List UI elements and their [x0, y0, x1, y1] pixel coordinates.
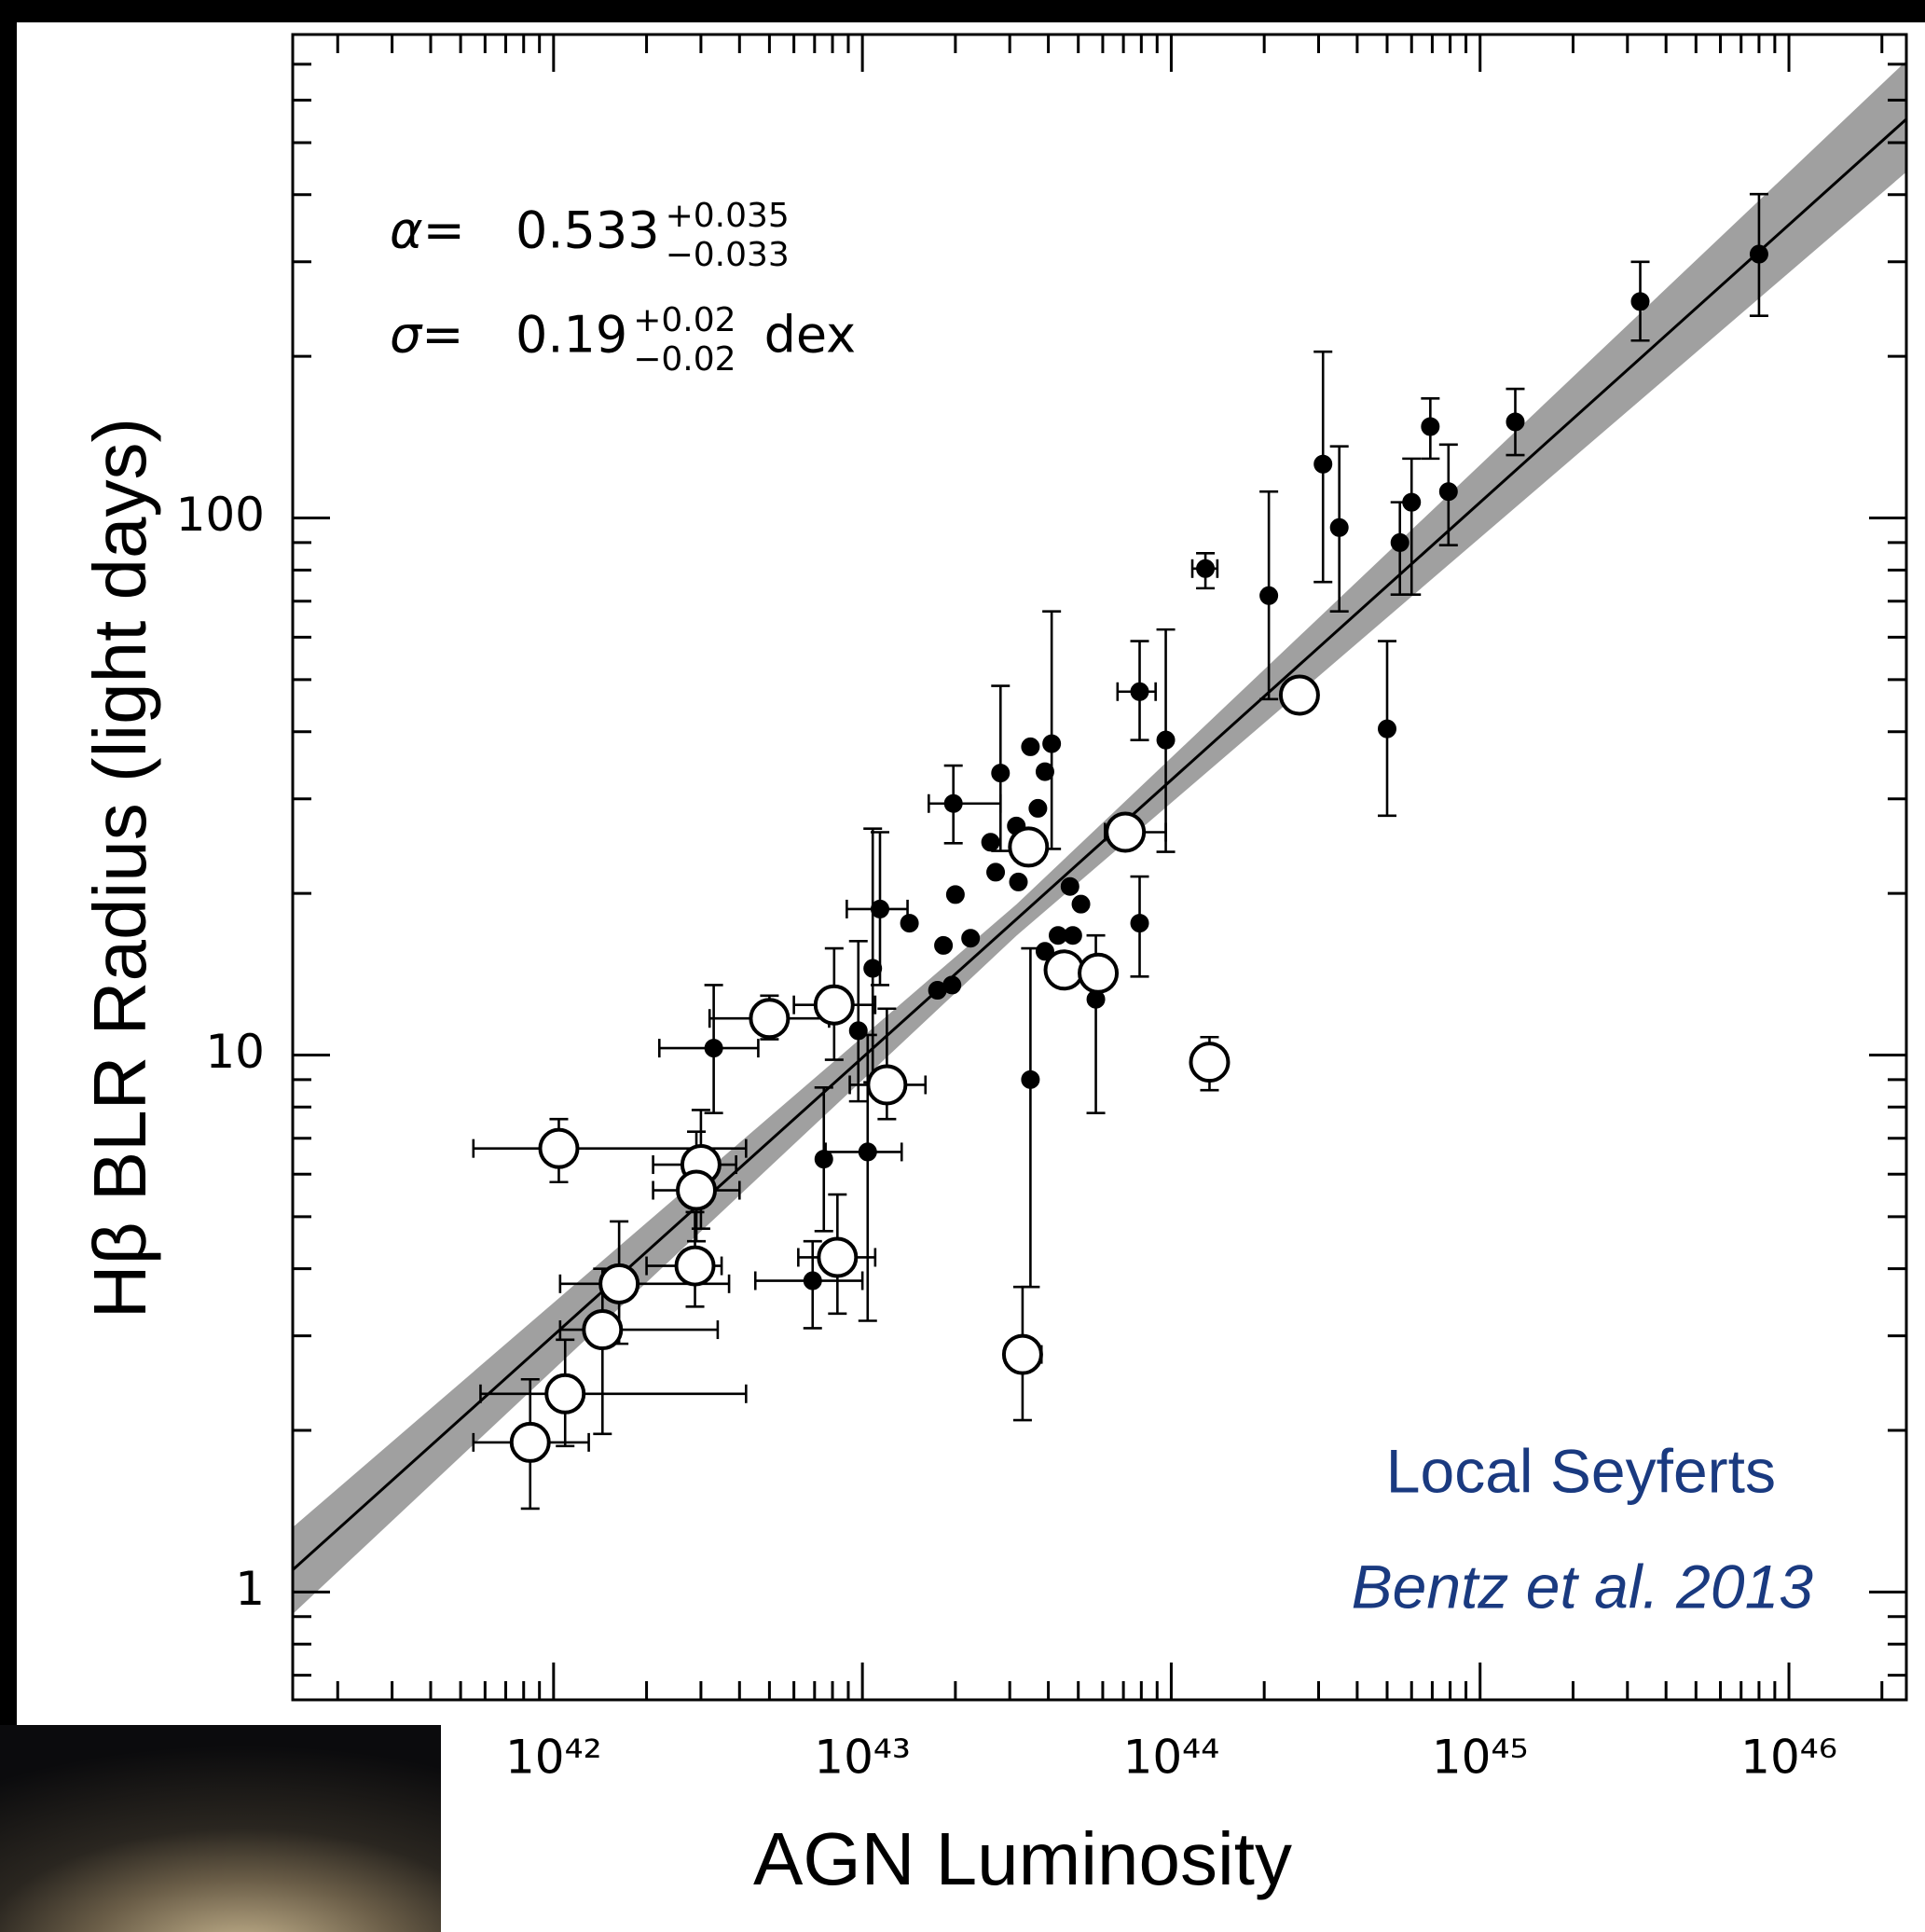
galaxy-photo [0, 1725, 441, 1932]
filled-point [1060, 876, 1079, 896]
filled-point [1042, 734, 1062, 753]
filled-point [1009, 872, 1028, 891]
filled-point [1749, 244, 1768, 264]
annotation-plus: +0.02 [633, 301, 736, 339]
open-point [544, 1373, 586, 1414]
filled-point [803, 1271, 822, 1290]
annotation-unit: dex [764, 306, 857, 365]
fit-line [293, 117, 1906, 1571]
filled-point [1021, 737, 1040, 756]
plot-frame [291, 33, 1908, 1702]
filled-point [1028, 798, 1048, 818]
filled-point [961, 929, 981, 948]
open-point [1001, 1333, 1043, 1375]
open-point [813, 984, 855, 1026]
filled-point [1329, 518, 1349, 537]
y-axis-title: Hβ BLR Radius (light days) [78, 418, 161, 1318]
filled-point [814, 1150, 833, 1169]
y-tick-label: 1 [235, 1562, 265, 1616]
sample-label: Local Seyferts [1386, 1436, 1776, 1505]
filled-point [991, 764, 1011, 783]
filled-point [1421, 417, 1440, 436]
open-point [1078, 952, 1120, 994]
x-tick-label: 10⁴⁵ [1432, 1731, 1529, 1785]
annotation-symbol: σ= [390, 306, 463, 365]
y-tick-label: 100 [176, 488, 265, 542]
filled-point [1130, 914, 1149, 933]
filled-point [704, 1039, 723, 1058]
filled-point [1071, 894, 1091, 914]
filled-point [1130, 682, 1149, 701]
filled-point [863, 959, 883, 978]
filled-point [1035, 942, 1054, 961]
open-point [1043, 949, 1085, 991]
top-border [0, 0, 1925, 22]
filled-point [943, 794, 963, 813]
filled-point [848, 1021, 868, 1041]
open-point [749, 998, 791, 1040]
filled-point [1630, 292, 1650, 311]
filled-point [1378, 719, 1397, 738]
open-point [598, 1263, 640, 1304]
x-tick-label: 10⁴⁶ [1740, 1731, 1837, 1785]
filled-point [1313, 454, 1333, 474]
x-tick-label: 10⁴³ [814, 1731, 911, 1785]
filled-point [981, 833, 1000, 852]
confidence-band [293, 61, 1906, 1615]
open-point [866, 1064, 908, 1106]
open-point [1278, 674, 1320, 716]
filled-point [1063, 926, 1082, 945]
y-tick-label: 10 [205, 1025, 265, 1079]
filled-point [1035, 762, 1054, 781]
annotation-value: 0.533 [516, 201, 660, 260]
x-tick-label: 10⁴⁴ [1123, 1731, 1220, 1785]
open-point [1008, 826, 1050, 868]
left-border [0, 0, 17, 1725]
filled-point [1390, 532, 1409, 552]
open-point [676, 1169, 718, 1211]
annotation-value: 0.19 [516, 306, 627, 365]
open-point [1105, 811, 1147, 853]
filled-point [1196, 559, 1216, 578]
filled-point [942, 975, 962, 995]
filled-point [1259, 586, 1279, 605]
filled-point [900, 914, 919, 933]
filled-point [1438, 482, 1458, 502]
open-point [1189, 1042, 1231, 1083]
filled-point [986, 862, 1006, 882]
filled-point [870, 899, 889, 918]
filled-point [1021, 1070, 1040, 1089]
annotation-plus: +0.035 [666, 197, 790, 235]
reference-label: Bentz et al. 2013 [1352, 1552, 1814, 1621]
filled-point [945, 885, 965, 904]
filled-point [1156, 730, 1176, 750]
annotation-minus: −0.02 [633, 340, 736, 379]
annotation-minus: −0.033 [666, 236, 790, 274]
filled-point [858, 1142, 877, 1162]
open-point [817, 1236, 859, 1278]
open-point [582, 1309, 624, 1351]
filled-point [934, 935, 954, 955]
filled-point [1506, 412, 1525, 432]
open-point [674, 1245, 716, 1287]
open-point [509, 1421, 551, 1463]
x-tick-label: 10⁴² [505, 1731, 602, 1785]
x-axis-title: AGN Luminosity [753, 1817, 1292, 1900]
filled-point [1402, 492, 1422, 512]
open-point [538, 1127, 580, 1169]
annotation-symbol: α= [390, 201, 465, 260]
